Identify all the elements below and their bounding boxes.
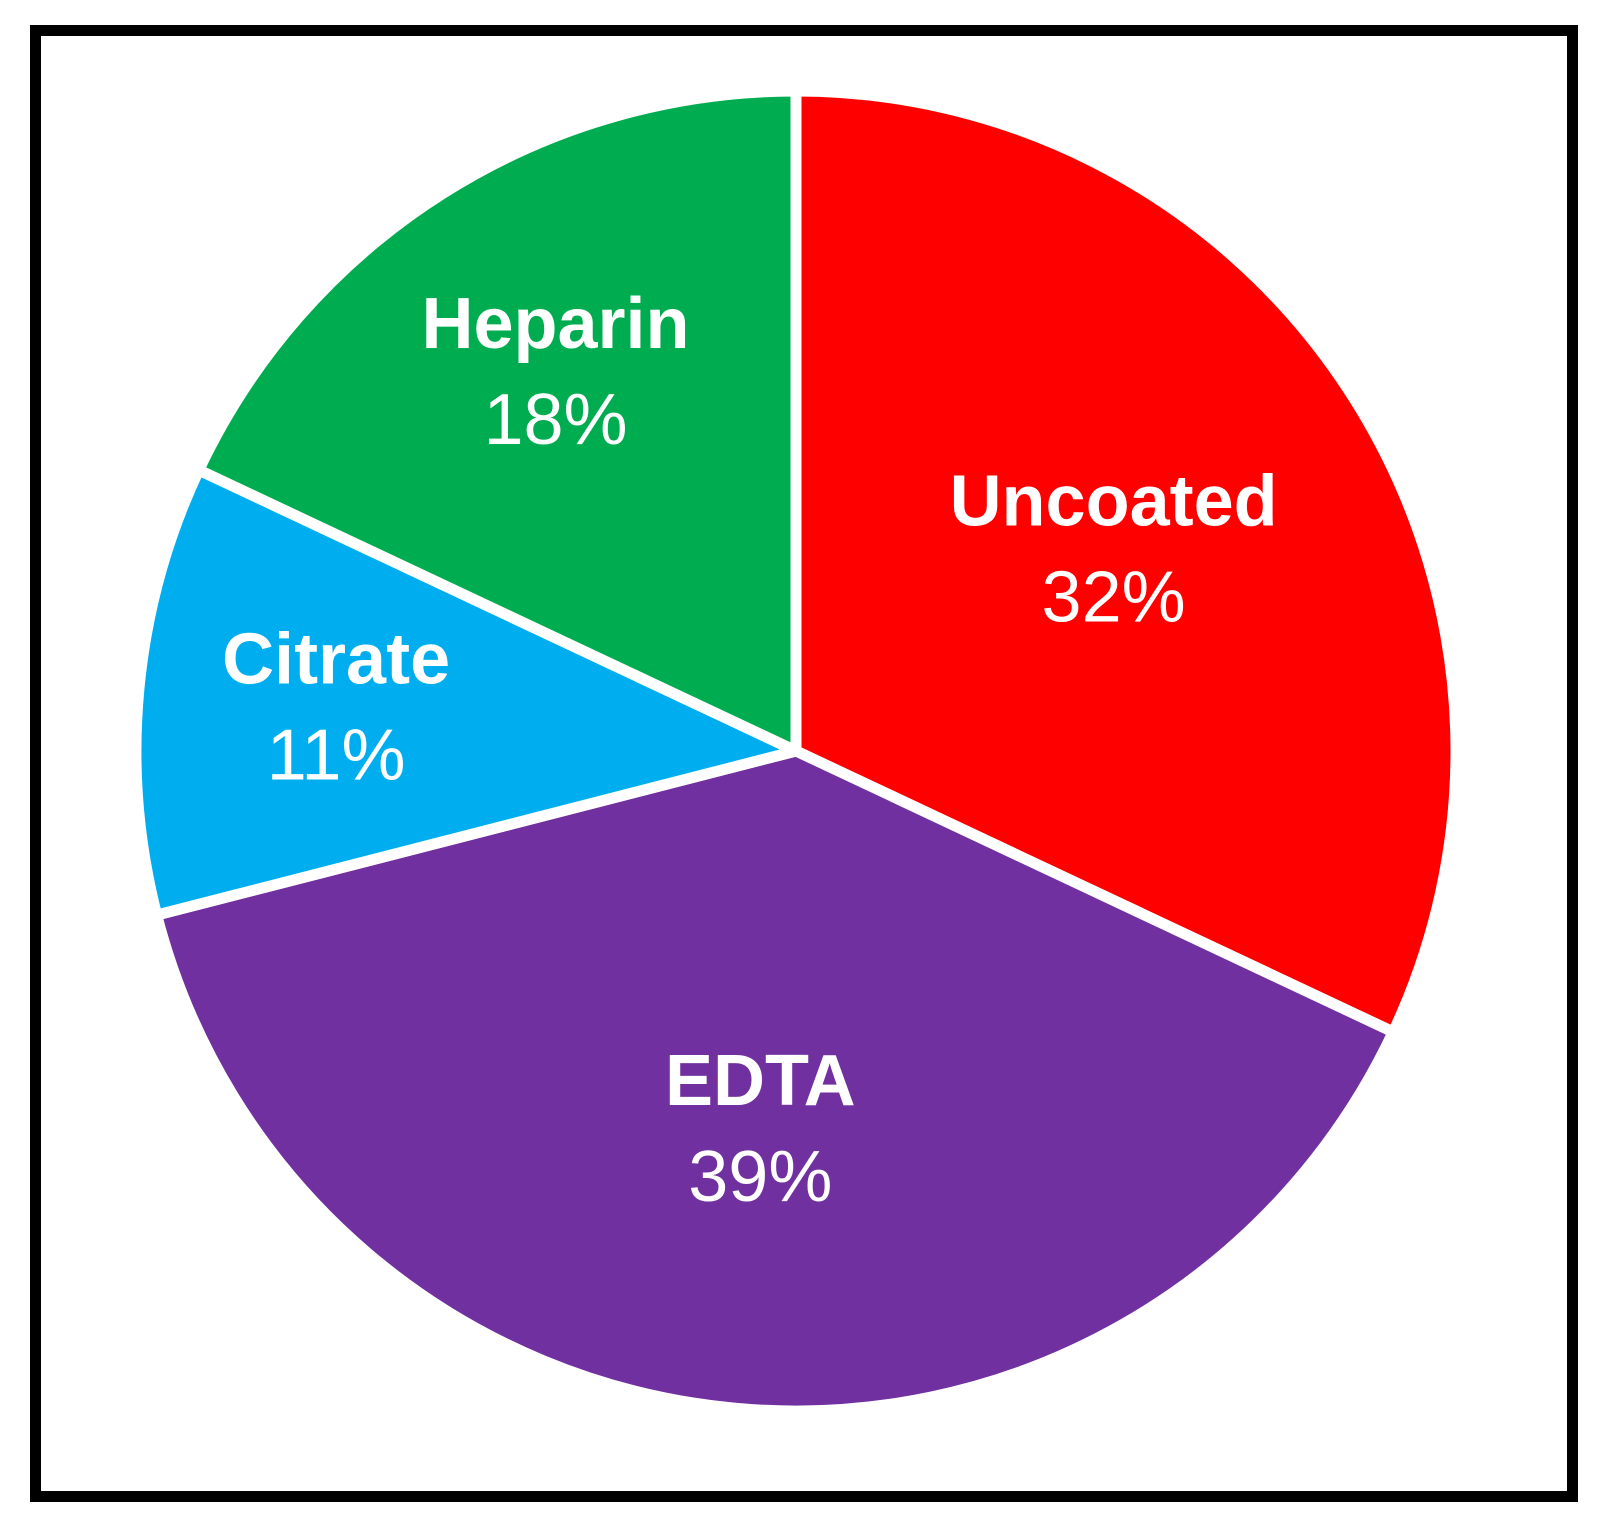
slice-label-heparin: Heparin	[421, 284, 689, 364]
slice-label-citrate: Citrate	[222, 620, 450, 700]
pie-slice-heparin	[193, 85, 802, 757]
slice-percent-citrate: 11%	[267, 716, 406, 796]
slice-label-edta: EDTA	[665, 1041, 856, 1121]
slice-percent-heparin: 18%	[483, 380, 627, 460]
pie-slice-citrate	[130, 464, 802, 921]
pie-slice-uncoated	[790, 85, 1462, 1038]
pie-slice-edta	[151, 745, 1399, 1417]
slice-label-uncoated: Uncoated	[950, 461, 1278, 541]
slice-percent-uncoated: 32%	[1042, 557, 1186, 637]
slice-percent-edta: 39%	[688, 1137, 832, 1217]
